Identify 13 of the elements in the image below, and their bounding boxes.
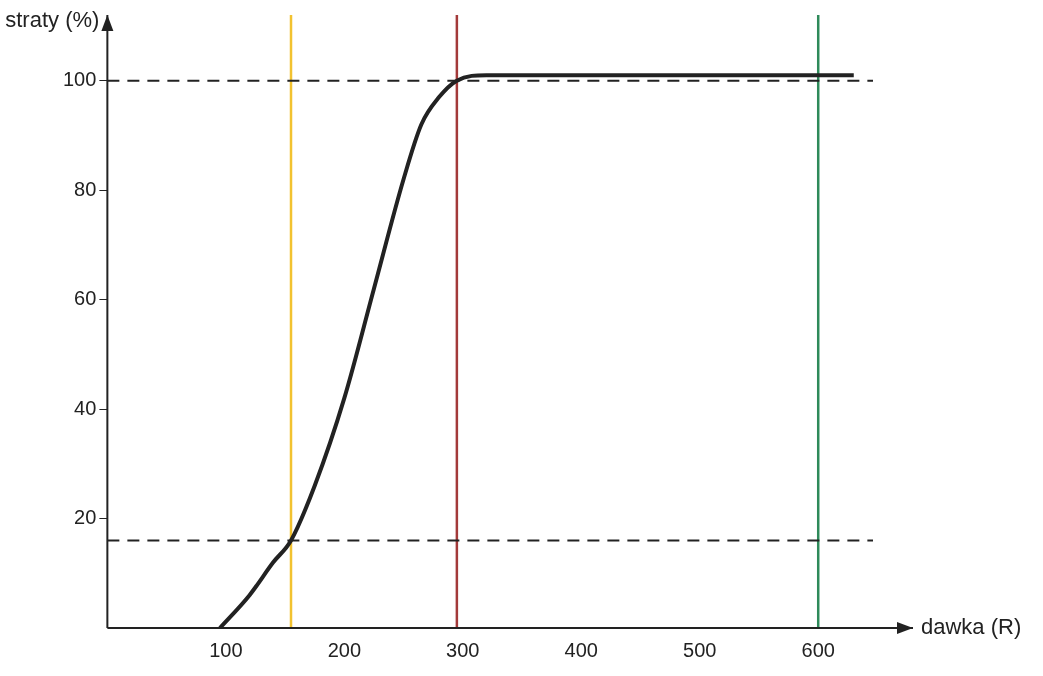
y-tick-label: 80 — [74, 177, 97, 200]
x-tick-label: 100 — [209, 638, 243, 661]
y-tick-label: 20 — [74, 506, 97, 529]
y-tick-label: 100 — [62, 68, 97, 91]
y-tick-label: 60 — [74, 287, 97, 310]
x-tick-label: 200 — [327, 638, 362, 661]
y-tick-label: 40 — [74, 396, 97, 419]
y-axis-title: straty (%) — [5, 7, 100, 33]
x-tick-label: 400 — [564, 638, 598, 661]
x-tick-label: 600 — [801, 638, 835, 661]
x-axis-title: dawka (R) — [921, 614, 1022, 640]
x-tick-label: 500 — [683, 638, 717, 661]
x-tick-label: 300 — [446, 638, 480, 661]
